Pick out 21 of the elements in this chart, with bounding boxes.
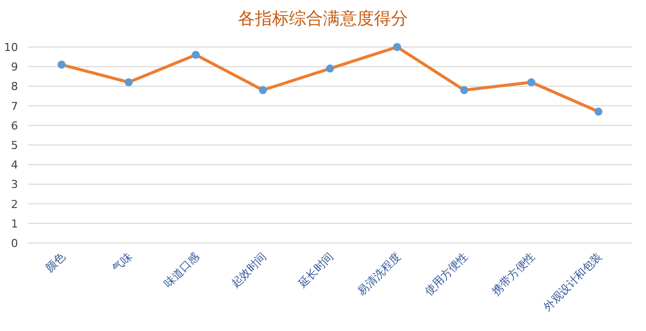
x-tick-label: 起效时间 — [228, 250, 270, 290]
y-tick-label: 8 — [11, 80, 18, 94]
y-tick-label: 10 — [4, 41, 18, 54]
y-tick-label: 1 — [11, 217, 18, 230]
x-tick-label: 外观设计和包装 — [540, 250, 605, 314]
y-tick-label: 4 — [11, 158, 18, 172]
x-tick-label: 易清洗程度 — [355, 250, 404, 298]
x-tick-label: 携带方便性 — [489, 250, 538, 298]
x-tick-label: 使用方便性 — [422, 250, 470, 298]
y-tick-label: 6 — [11, 119, 18, 132]
chart-title: 各指标综合满意度得分 — [238, 9, 408, 29]
x-tick-label: 气味 — [110, 250, 135, 275]
y-tick-label: 9 — [11, 60, 18, 74]
x-tick-label: 延长时间 — [295, 250, 336, 291]
y-tick-label: 3 — [11, 178, 18, 192]
y-tick-label: 5 — [11, 139, 18, 152]
x-tick-label: 颜色 — [42, 250, 68, 275]
x-tick-label: 味道口感 — [162, 250, 202, 290]
y-tick-label: 2 — [11, 198, 18, 211]
y-tick-label: 0 — [11, 237, 18, 250]
y-tick-label: 7 — [11, 100, 18, 113]
